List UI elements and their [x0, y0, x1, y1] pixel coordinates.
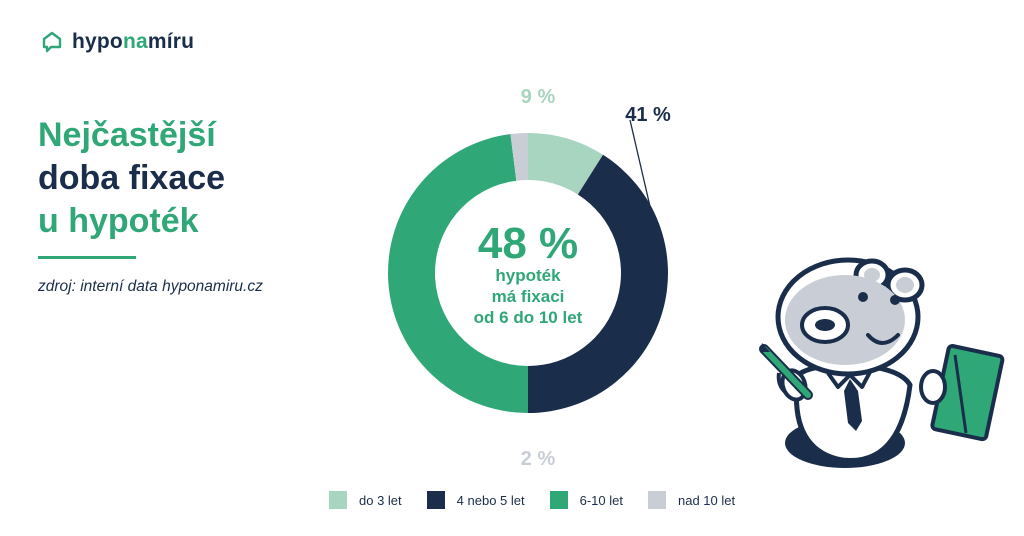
legend-swatch — [329, 491, 347, 509]
legend-label: 6-10 let — [579, 492, 623, 508]
legend-label: do 3 let — [359, 492, 402, 508]
center-text-line: má fixaci — [492, 287, 565, 306]
label-leader-line — [629, 119, 658, 238]
chart-legend: do 3 let 4 nebo 5 let 6-10 let nad 10 let — [329, 491, 760, 509]
donut-slice-do-3-let — [528, 133, 604, 195]
legend-label: nad 10 let — [677, 492, 736, 508]
data-label-4-nebo-5-let: 41 % — [625, 104, 671, 126]
legend-swatch — [549, 491, 568, 509]
house-chat-icon — [42, 31, 62, 53]
brand-name-part3: míru — [147, 30, 195, 53]
brand-name-part1: hypo — [72, 30, 123, 53]
legend-item-6-10-let: 6-10 let — [549, 491, 623, 509]
data-label-nad-10-let: 2 % — [521, 448, 556, 470]
legend-swatch — [426, 491, 445, 509]
bear-mascot-illustration — [759, 257, 1005, 468]
title-underline — [38, 256, 136, 259]
center-text-line: hypoték — [495, 266, 561, 285]
title-line-2: doba fixace — [38, 159, 226, 197]
title-line-3: u hypoték — [38, 202, 199, 240]
donut-slice-nad-10-let — [510, 133, 528, 181]
brand-name-part2: na — [122, 30, 148, 53]
legend-swatch — [647, 491, 666, 509]
donut-slice-6-10-let — [387, 134, 528, 413]
center-text-line: od 6 do 10 let — [474, 308, 583, 327]
legend-item-do-3-let: do 3 let — [329, 491, 402, 509]
title-line-1: Nejčastější — [38, 116, 216, 154]
brand-name: hyponamíru — [72, 30, 194, 54]
donut-slice-4-nebo-5-let — [528, 154, 668, 413]
brand-logo[interactable]: hyponamíru — [40, 30, 194, 54]
legend-label: 4 nebo 5 let — [456, 492, 525, 508]
center-value: 48 % — [478, 219, 578, 268]
page-title: Nejčastější doba fixace u hypoték — [38, 114, 225, 243]
legend-item-4-nebo-5-let: 4 nebo 5 let — [426, 491, 525, 509]
source-note: zdroj: interní data hyponamiru.cz — [38, 278, 263, 295]
legend-item-nad-10-let: nad 10 let — [647, 491, 736, 509]
data-label-do-3-let: 9 % — [521, 86, 556, 108]
